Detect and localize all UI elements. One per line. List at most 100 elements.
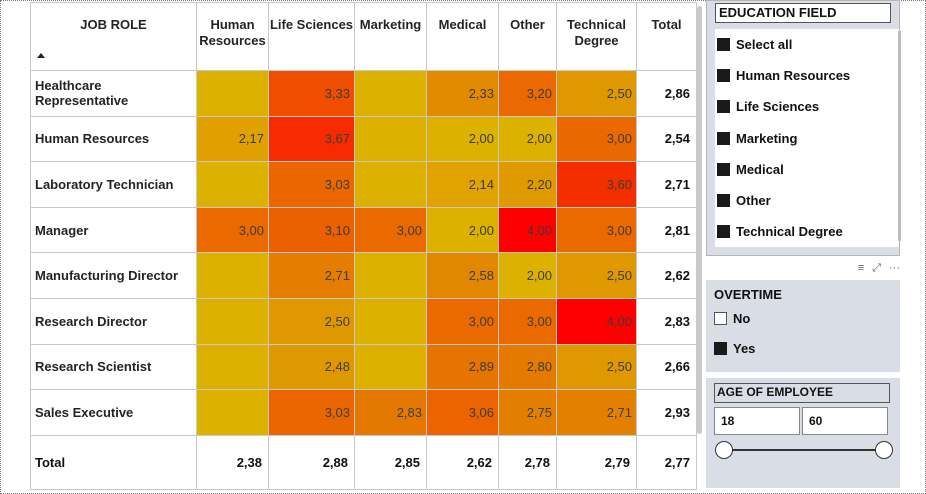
- age-max-input[interactable]: 60: [802, 407, 888, 435]
- matrix-cell[interactable]: 3,20: [498, 70, 557, 117]
- matrix-row: Research Scientist 2,48 2,89 2,80 2,50 2,66: [30, 343, 697, 391]
- checkbox-checked-icon[interactable]: [717, 38, 730, 52]
- matrix-cell[interactable]: 2,20: [498, 161, 557, 208]
- total-row-label: Total: [30, 434, 197, 490]
- matrix-cell[interactable]: 4,00: [498, 206, 557, 254]
- matrix-cell[interactable]: 2,00: [426, 206, 499, 254]
- matrix-cell[interactable]: 3,03: [268, 389, 355, 436]
- age-range-track[interactable]: [724, 449, 884, 451]
- row-total-cell: 2,83: [636, 297, 697, 345]
- matrix-cell[interactable]: [354, 343, 427, 391]
- matrix-cell[interactable]: 3,00: [498, 297, 557, 345]
- education-slicer-scrollbar[interactable]: [898, 31, 901, 241]
- matrix-cell[interactable]: 3,00: [426, 297, 499, 345]
- matrix-vertical-scrollbar[interactable]: [697, 6, 702, 434]
- row-header[interactable]: Manager: [30, 206, 197, 254]
- overtime-option-no[interactable]: No: [714, 311, 750, 326]
- row-header[interactable]: Human Resources: [30, 115, 197, 163]
- focus-mode-icon[interactable]: ⤢: [872, 262, 881, 274]
- column-header[interactable]: Technical Degree: [556, 2, 637, 71]
- row-header[interactable]: Research Director: [30, 297, 197, 345]
- matrix-cell[interactable]: 2,89: [426, 343, 499, 391]
- matrix-cell[interactable]: 3,00: [354, 206, 427, 254]
- column-header[interactable]: Other: [498, 2, 557, 71]
- matrix-cell[interactable]: 2,50: [268, 297, 355, 345]
- matrix-cell[interactable]: 2,00: [498, 115, 557, 163]
- education-option[interactable]: Other: [715, 185, 899, 216]
- matrix-cell[interactable]: [354, 297, 427, 345]
- column-header[interactable]: Marketing: [354, 2, 427, 71]
- overtime-option-yes[interactable]: Yes: [714, 341, 755, 356]
- matrix-cell[interactable]: 2,80: [498, 343, 557, 391]
- education-option[interactable]: Medical: [715, 154, 899, 185]
- checkbox-checked-icon[interactable]: [717, 100, 730, 114]
- checkbox-checked-icon[interactable]: [714, 342, 727, 355]
- matrix-cell[interactable]: 3,33: [268, 70, 355, 117]
- matrix-row: Laboratory Technician 3,03 2,14 2,20 3,60 2,7…: [30, 161, 697, 208]
- column-header[interactable]: Medical: [426, 2, 499, 71]
- overtime-option-label: Yes: [733, 341, 756, 356]
- matrix-cell[interactable]: 3,60: [556, 161, 637, 208]
- checkbox-checked-icon[interactable]: [717, 194, 730, 208]
- checkbox-checked-icon[interactable]: [717, 69, 730, 83]
- checkbox-checked-icon[interactable]: [717, 131, 730, 145]
- row-header[interactable]: Manufacturing Director: [30, 252, 197, 299]
- column-header[interactable]: Life Sciences: [268, 2, 355, 71]
- matrix-cell[interactable]: 2,71: [268, 252, 355, 299]
- age-min-input[interactable]: 18: [714, 407, 800, 435]
- row-header[interactable]: Laboratory Technician: [30, 161, 197, 208]
- matrix-cell[interactable]: [196, 389, 269, 436]
- matrix-cell[interactable]: 4,00: [556, 297, 637, 345]
- matrix-cell[interactable]: 2,00: [498, 252, 557, 299]
- matrix-cell[interactable]: 3,10: [268, 206, 355, 254]
- matrix-cell[interactable]: 2,75: [498, 389, 557, 436]
- matrix-cell[interactable]: 3,06: [426, 389, 499, 436]
- matrix-cell[interactable]: 3,00: [556, 115, 637, 163]
- matrix-cell[interactable]: [196, 297, 269, 345]
- overtime-option-label: No: [733, 311, 751, 326]
- matrix-cell[interactable]: 2,50: [556, 343, 637, 391]
- row-header[interactable]: Research Scientist: [30, 343, 197, 391]
- matrix-cell[interactable]: 2,17: [196, 115, 269, 163]
- education-option[interactable]: Life Sciences: [715, 91, 899, 122]
- matrix-cell[interactable]: 3,67: [268, 115, 355, 163]
- column-header-total[interactable]: Total: [636, 2, 697, 71]
- matrix-cell[interactable]: 2,83: [354, 389, 427, 436]
- matrix-cell[interactable]: 2,50: [556, 70, 637, 117]
- education-option[interactable]: Marketing: [715, 123, 899, 154]
- age-min-handle[interactable]: [715, 441, 733, 459]
- matrix-cell[interactable]: [354, 161, 427, 208]
- matrix-cell[interactable]: 2,58: [426, 252, 499, 299]
- row-header[interactable]: Healthcare Representative: [30, 70, 197, 117]
- row-header[interactable]: Sales Executive: [30, 389, 197, 436]
- filter-icon[interactable]: ≡: [857, 262, 865, 274]
- matrix-cell[interactable]: [196, 70, 269, 117]
- matrix-cell[interactable]: 2,00: [426, 115, 499, 163]
- education-option[interactable]: Human Resources: [715, 60, 899, 91]
- matrix-cell[interactable]: [354, 252, 427, 299]
- column-header[interactable]: Human Resources: [196, 2, 269, 71]
- matrix-cell[interactable]: 2,48: [268, 343, 355, 391]
- select-all-option[interactable]: Select all: [715, 29, 899, 60]
- more-options-icon[interactable]: ···: [889, 262, 900, 274]
- matrix-cell[interactable]: [354, 70, 427, 117]
- matrix-cell[interactable]: 2,50: [556, 252, 637, 299]
- matrix-cell[interactable]: 3,00: [556, 206, 637, 254]
- matrix-cell[interactable]: 2,14: [426, 161, 499, 208]
- checkbox-checked-icon[interactable]: [717, 162, 730, 176]
- sort-ascending-icon[interactable]: [37, 53, 45, 58]
- education-option[interactable]: Technical Degree: [715, 216, 899, 247]
- column-header-job-role[interactable]: JOB ROLE: [30, 2, 197, 71]
- matrix-cell[interactable]: 2,33: [426, 70, 499, 117]
- checkbox-unchecked-icon[interactable]: [714, 312, 727, 325]
- checkbox-checked-icon[interactable]: [717, 225, 730, 239]
- matrix-cell[interactable]: 3,03: [268, 161, 355, 208]
- matrix-cell[interactable]: 2,71: [556, 389, 637, 436]
- matrix-cell[interactable]: [196, 343, 269, 391]
- education-slicer-list: Select all Human Resources Life Sciences Ma…: [715, 29, 899, 247]
- matrix-cell[interactable]: [196, 161, 269, 208]
- matrix-cell[interactable]: 3,00: [196, 206, 269, 254]
- matrix-cell[interactable]: [196, 252, 269, 299]
- age-max-handle[interactable]: [875, 441, 893, 459]
- matrix-cell[interactable]: [354, 115, 427, 163]
